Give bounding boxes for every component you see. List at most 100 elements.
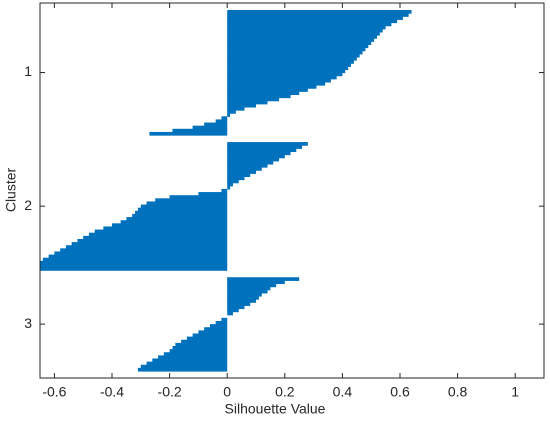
bar (227, 75, 337, 80)
bar (48, 254, 228, 259)
bar (221, 116, 228, 121)
bar (227, 72, 343, 77)
bar (204, 327, 228, 331)
bar (221, 188, 228, 193)
bar (152, 358, 228, 363)
bar (140, 204, 228, 209)
bar (227, 299, 256, 303)
bar (112, 223, 228, 228)
bar (137, 367, 228, 372)
x-tick-label: 0.8 (448, 384, 468, 400)
bar (227, 50, 363, 55)
bar (227, 167, 262, 171)
bar (186, 336, 228, 341)
y-tick-label: 3 (24, 315, 32, 331)
bar (77, 238, 228, 243)
bar (163, 352, 228, 356)
bar (42, 257, 228, 262)
bar (146, 361, 228, 366)
bar (227, 295, 259, 300)
bar (227, 53, 360, 58)
bar (169, 195, 228, 199)
bar (227, 81, 326, 86)
bar (132, 213, 228, 218)
bar (227, 302, 251, 306)
bar (227, 25, 386, 30)
bar (227, 35, 377, 39)
bar (227, 31, 380, 36)
bar (227, 173, 251, 178)
x-tick-label: 1 (511, 384, 519, 400)
bar (227, 106, 245, 111)
bar (140, 364, 228, 369)
bar (227, 44, 369, 49)
bar (227, 91, 300, 96)
bar (71, 242, 228, 246)
x-tick-label: -0.6 (42, 384, 66, 400)
bar (135, 210, 228, 215)
bar (227, 283, 277, 288)
bar (227, 85, 317, 89)
bar (227, 305, 245, 310)
bar (40, 263, 228, 268)
bar (227, 185, 231, 190)
plot-frame (39, 2, 545, 379)
bar (227, 66, 349, 70)
y-tick-label: 1 (24, 63, 32, 79)
bar (227, 286, 271, 291)
bar (172, 345, 228, 350)
bar (137, 207, 228, 212)
bar (227, 88, 308, 92)
bar (120, 220, 228, 224)
bar (221, 317, 228, 322)
bar (227, 38, 375, 42)
bar (227, 56, 357, 61)
bar (227, 94, 291, 99)
bar (155, 198, 228, 203)
bar (227, 69, 346, 74)
bar (227, 16, 403, 20)
bar (227, 13, 409, 17)
bar (88, 232, 228, 237)
bar (60, 248, 228, 253)
y-tick-label: 2 (24, 197, 32, 213)
bar (40, 267, 228, 271)
bar (227, 148, 297, 153)
bar (227, 78, 331, 83)
bar (192, 333, 228, 338)
x-tick-label: -0.4 (100, 384, 124, 400)
bar (204, 122, 228, 127)
bar (103, 226, 228, 231)
x-axis-label: Silhouette Value (225, 401, 326, 417)
bar (227, 179, 239, 184)
bar (227, 142, 308, 146)
bar (172, 128, 228, 133)
bar (227, 97, 280, 102)
bar (227, 22, 392, 27)
bar (227, 170, 256, 174)
bar (227, 292, 262, 297)
bar (227, 277, 300, 281)
bar (227, 47, 366, 52)
bar (40, 260, 228, 265)
bar (198, 192, 228, 196)
bar (227, 163, 268, 168)
bar (198, 330, 228, 335)
bar (227, 10, 412, 14)
bar (146, 201, 228, 206)
bar (126, 217, 228, 221)
bar (175, 342, 228, 347)
bar (65, 245, 228, 249)
bar (215, 119, 228, 124)
bar (227, 308, 239, 313)
bar (227, 110, 236, 114)
x-tick-label: 0.6 (390, 384, 410, 400)
bar (227, 113, 231, 117)
bar (227, 145, 303, 149)
bar (227, 41, 372, 45)
x-tick-label: 0.4 (333, 384, 353, 400)
bar (227, 100, 268, 105)
bar (227, 151, 291, 156)
x-tick-label: 0.2 (275, 384, 295, 400)
